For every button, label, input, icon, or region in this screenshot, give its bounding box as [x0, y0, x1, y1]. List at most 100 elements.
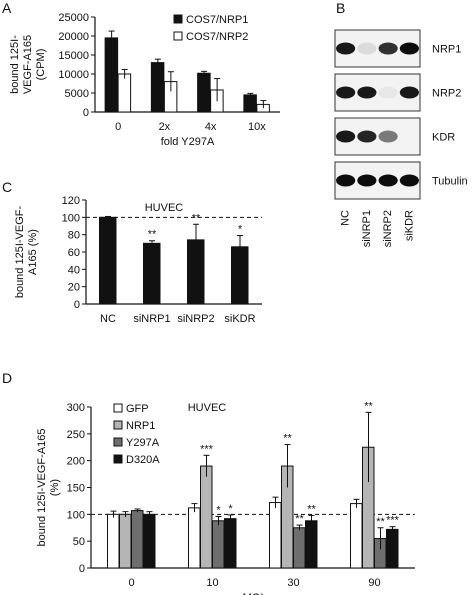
bar-cos7-nrp2-0 — [117, 73, 132, 113]
panel-letter-a: A — [2, 0, 12, 16]
blot-band — [357, 86, 377, 99]
bar-nrp1-0 — [119, 513, 132, 569]
legend-swatch — [113, 420, 123, 430]
legend-label: COS7/NRP2 — [186, 31, 248, 43]
blot-band — [357, 130, 377, 143]
y-axis-label: A165 (%) — [27, 229, 39, 275]
y-tick-label: 150 — [67, 483, 85, 495]
bar-d320a-10 — [224, 518, 237, 569]
y-tick-label: 10000 — [58, 69, 89, 81]
x-tick-label: 90 — [368, 577, 380, 589]
legend-swatch — [173, 14, 183, 24]
blot-band — [336, 42, 356, 55]
bar-d320a-90 — [386, 528, 399, 569]
blot-band — [357, 174, 377, 187]
significance-mark: ** — [295, 513, 304, 525]
significance-mark: ** — [192, 212, 201, 224]
y-tick-label: 25000 — [58, 12, 89, 24]
legend-label: Y297A — [126, 437, 160, 449]
y-tick-label: 80 — [68, 230, 80, 242]
x-tick-label: NC — [100, 313, 116, 325]
significance-mark: ** — [307, 503, 316, 515]
y-tick-label: 0 — [79, 563, 85, 575]
y-tick-label: 300 — [67, 402, 85, 414]
y-axis-label: VEGF-A165 — [22, 35, 34, 94]
blot-band — [399, 174, 419, 187]
bar-gfp-10 — [188, 507, 201, 569]
blot-band — [336, 86, 356, 99]
blot-label-nrp2: NRP2 — [432, 88, 461, 100]
y-tick-label: 250 — [67, 429, 85, 441]
y-tick-label: 100 — [67, 509, 85, 521]
legend-swatch — [173, 31, 183, 41]
significance-mark: * — [238, 224, 243, 236]
blot-lane-label: NC — [340, 210, 352, 226]
x-axis-label: fold Y297A — [161, 136, 215, 148]
x-tick-label: 4x — [205, 121, 217, 133]
y-axis-label: bound 125I- — [9, 35, 21, 94]
y-axis-label: (CPM) — [35, 49, 47, 81]
blot-label-tubulin: Tubulin — [432, 176, 468, 188]
significance-mark: ** — [376, 516, 385, 528]
bar-cos7-nrp1-2x — [150, 62, 165, 113]
x-tick-label: 30 — [287, 577, 299, 589]
panel-letter-d: D — [2, 370, 12, 386]
bar-gfp-30 — [269, 502, 282, 569]
blot-lane-label: siNRP1 — [361, 210, 373, 247]
legend-swatch — [113, 403, 123, 413]
western-blot: NRP1 NRP2 KDR Tubulin NC siNRP1 siNRP2 siKDR — [334, 29, 468, 247]
bar-d320a-30 — [305, 520, 318, 569]
legend-swatch — [113, 454, 123, 464]
blot-lane-label: siNRP2 — [382, 210, 394, 247]
x-tick-label: 2x — [159, 121, 171, 133]
chart-c: 0 20 40 60 80 100 120 NC ** siNRP1 ** siNRP2 * siKDR b… — [14, 195, 262, 325]
panel-letter-b: B — [336, 0, 345, 16]
x-tick-label: 10 — [206, 577, 218, 589]
blot-band — [336, 130, 356, 143]
bar-nrp1-10 — [200, 465, 213, 569]
x-tick-label: siNRP2 — [177, 313, 214, 325]
y-tick-label: 100 — [62, 212, 80, 224]
x-tick-label: 0 — [128, 577, 134, 589]
bar-gfp-0 — [107, 513, 120, 569]
y-tick-label: 0 — [74, 299, 80, 311]
y-tick-label: 50 — [73, 536, 85, 548]
significance-mark: * — [228, 503, 233, 515]
bar-value-nc — [99, 216, 117, 305]
y-tick-label: 20 — [68, 282, 80, 294]
x-tick-label: 10x — [248, 121, 266, 133]
bar-gfp-90 — [350, 503, 363, 569]
y-tick-label: 0 — [83, 107, 89, 119]
x-tick-label: 0 — [115, 121, 121, 133]
chart-a: 0 5000 10000 15000 20000 25000 0 2x 4x 10x bound 1… — [9, 12, 280, 148]
x-tick-label: siNRP1 — [133, 313, 170, 325]
significance-mark: ** — [283, 433, 292, 445]
legend-label: COS7/NRP1 — [186, 14, 248, 26]
blot-band — [378, 174, 398, 187]
x-axis-label: MOI — [243, 592, 264, 595]
bar-value-sinrp1 — [143, 242, 161, 305]
legend-swatch — [113, 437, 123, 447]
bar-y297a-0 — [131, 510, 144, 569]
bar-cos7-nrp1-0 — [104, 37, 119, 113]
y-tick-label: 20000 — [58, 31, 89, 43]
significance-mark: ** — [364, 400, 373, 412]
bar-cos7-nrp1-10x — [243, 94, 257, 113]
blot-band — [399, 42, 419, 55]
blot-band — [378, 130, 398, 143]
y-tick-label: 200 — [67, 456, 85, 468]
blot-label-kdr: KDR — [432, 132, 455, 144]
blot-band — [378, 86, 398, 99]
y-tick-label: 120 — [62, 195, 80, 207]
significance-mark: ** — [148, 229, 157, 241]
bar-cos7-nrp1-4x — [197, 72, 211, 113]
y-axis-label: bound 125I-VEGF-A165 — [36, 428, 48, 546]
blot-band — [336, 174, 356, 187]
bar-y297a-10 — [212, 520, 225, 569]
y-tick-label: 40 — [68, 264, 80, 276]
legend-label: D320A — [126, 454, 160, 466]
blot-band — [378, 42, 398, 55]
legend-label: NRP1 — [126, 420, 155, 432]
chart-title: HUVEC — [145, 202, 184, 214]
